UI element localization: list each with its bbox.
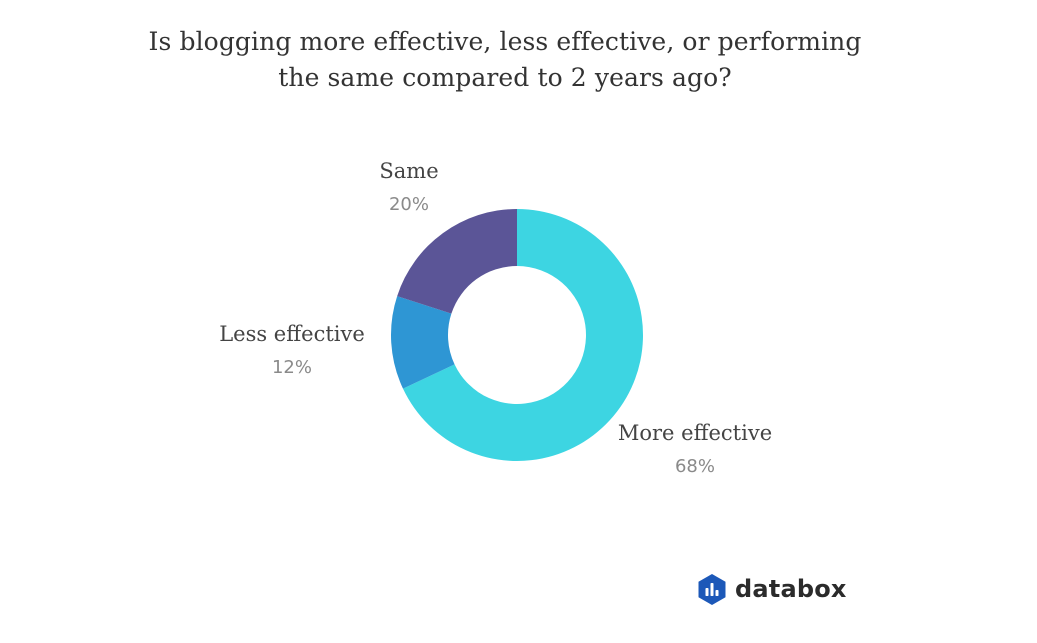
slice-more-effective	[402, 209, 643, 462]
databox-logo-text: databox	[735, 575, 847, 603]
slice-value-more-effective: 68%	[675, 456, 715, 477]
chart-title-line-2: the same compared to 2 years ago?	[278, 63, 732, 92]
chart-title-line-1: Is blogging more effective, less effecti…	[148, 27, 862, 56]
chart-title: Is blogging more effective, less effecti…	[0, 24, 1010, 96]
slice-value-less-effective: 12%	[272, 357, 312, 378]
slice-label-more-effective: More effective	[618, 421, 772, 445]
donut-slices	[391, 209, 643, 462]
databox-logo-icon	[698, 574, 726, 605]
slice-labels: Same 20% Less effective 12% More effecti…	[219, 159, 772, 477]
slice-value-same: 20%	[389, 194, 429, 215]
databox-logo: databox	[697, 572, 847, 606]
slice-less-effective	[391, 296, 455, 389]
slice-label-same: Same	[379, 159, 438, 183]
slice-same	[397, 209, 517, 314]
slice-label-less-effective: Less effective	[219, 322, 365, 346]
